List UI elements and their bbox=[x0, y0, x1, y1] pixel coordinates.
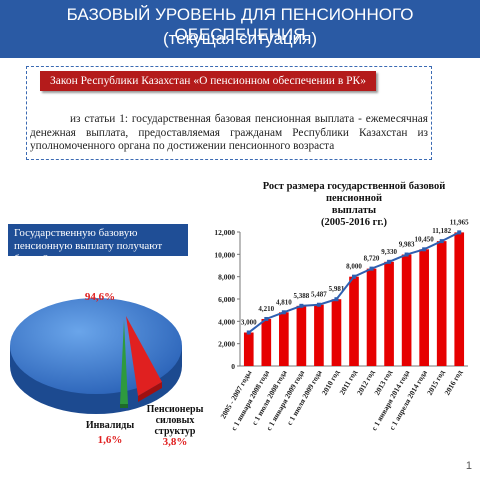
trend-marker bbox=[369, 266, 374, 271]
bar bbox=[419, 249, 429, 366]
bar-value-label: 5,487 bbox=[311, 291, 327, 299]
pie-label-security-value: 3,8% bbox=[162, 436, 188, 448]
bar bbox=[331, 299, 342, 366]
bar bbox=[366, 268, 377, 366]
bar bbox=[436, 241, 447, 366]
bar-chart-title-line3: (2005-2016 гг.) bbox=[320, 217, 388, 228]
trend-marker bbox=[422, 247, 427, 252]
trend-marker bbox=[439, 239, 444, 244]
bar bbox=[261, 318, 272, 366]
pie-label-security-text: Пенсионеры силовых структур bbox=[146, 404, 204, 437]
y-tick-label: 8,000 bbox=[218, 273, 235, 282]
page-header: БАЗОВЫЙ УРОВЕНЬ ДЛЯ ПЕНСИОННОГО ОБЕСПЕЧЕ… bbox=[0, 0, 480, 58]
pie-label-age: Пенсионеры по возрасту 94,6% bbox=[60, 270, 140, 303]
bar-chart: 02,0004,0006,0008,00010,00012,0003,00020… bbox=[214, 218, 469, 432]
bar-value-label: 9,330 bbox=[381, 248, 397, 256]
bar-value-label: 11,182 bbox=[432, 227, 451, 235]
bar bbox=[454, 232, 465, 366]
y-tick-label: 10,000 bbox=[214, 250, 235, 259]
pie-slice-security-side bbox=[138, 382, 162, 402]
bar bbox=[384, 261, 394, 366]
bar-value-label: 8,720 bbox=[364, 255, 380, 263]
pie-label-security: Пенсионеры силовых структур 3,8% bbox=[138, 404, 212, 448]
bar bbox=[314, 304, 324, 366]
y-tick-label: 6,000 bbox=[218, 295, 235, 304]
bar-value-label: 10,450 bbox=[415, 235, 435, 243]
bar-value-label: 5,388 bbox=[294, 292, 310, 300]
pie-label-disabled: Инвалиды 1,6% bbox=[80, 420, 140, 446]
bar-chart-title-line1: Рост размера государственной базовой пен… bbox=[262, 181, 446, 204]
trend-marker bbox=[316, 302, 321, 307]
pie-label-age-value: 94,6% bbox=[84, 291, 116, 303]
bar-value-label: 4,810 bbox=[276, 298, 292, 306]
trend-marker bbox=[264, 316, 269, 321]
recipients-banner: Государственную базовую пенсионную выпла… bbox=[8, 224, 188, 265]
bar-value-label: 3,000 bbox=[241, 319, 257, 327]
trend-marker bbox=[387, 259, 392, 264]
trend-marker bbox=[299, 303, 304, 308]
bar bbox=[349, 276, 359, 366]
y-tick-label: 2,000 bbox=[218, 340, 235, 349]
page-title: БАЗОВЫЙ УРОВЕНЬ ДЛЯ ПЕНСИОННОГО ОБЕСПЕЧЕ… bbox=[66, 5, 414, 44]
pie-exploded-slices bbox=[120, 316, 162, 408]
law-title: Закон Республики Казахстан «О пенсионном… bbox=[40, 71, 376, 91]
trend-marker bbox=[281, 310, 286, 315]
pie-label-disabled-value: 1,6% bbox=[97, 434, 123, 446]
page-subtitle: (текущая ситуация) bbox=[162, 29, 318, 48]
trend-marker bbox=[334, 297, 339, 302]
bar bbox=[296, 305, 307, 366]
y-tick-label: 4,000 bbox=[218, 317, 235, 326]
y-tick-label: 0 bbox=[231, 362, 235, 371]
bar bbox=[279, 312, 289, 366]
bar-value-label: 4,210 bbox=[258, 305, 274, 313]
bar-value-label: 8,000 bbox=[346, 263, 362, 271]
page-number: 1 bbox=[465, 460, 472, 472]
bar-value-label: 9,983 bbox=[399, 241, 415, 249]
pie-slice-security bbox=[126, 316, 162, 396]
trend-marker bbox=[246, 330, 251, 335]
pie-label-age-text: Пенсионеры по возрасту bbox=[66, 270, 134, 292]
trend-marker bbox=[404, 252, 409, 257]
trend-marker bbox=[457, 230, 462, 235]
pie-slice-disabled bbox=[120, 320, 128, 404]
bar bbox=[401, 254, 412, 366]
pie-label-disabled-text: Инвалиды bbox=[85, 420, 135, 431]
bar bbox=[243, 332, 254, 366]
bar-value-label: 11,965 bbox=[450, 218, 469, 226]
bar-chart-title: Рост размера государственной базовой пен… bbox=[248, 181, 460, 229]
law-text: из статьи 1: государственная базовая пен… bbox=[30, 113, 428, 152]
bar-chart-title-line2: выплаты bbox=[331, 205, 377, 216]
bar-value-label: 5,981 bbox=[329, 285, 345, 293]
pie-slice-disabled-side bbox=[120, 404, 128, 408]
trend-marker bbox=[352, 274, 356, 279]
y-tick-label: 12,000 bbox=[214, 228, 235, 237]
